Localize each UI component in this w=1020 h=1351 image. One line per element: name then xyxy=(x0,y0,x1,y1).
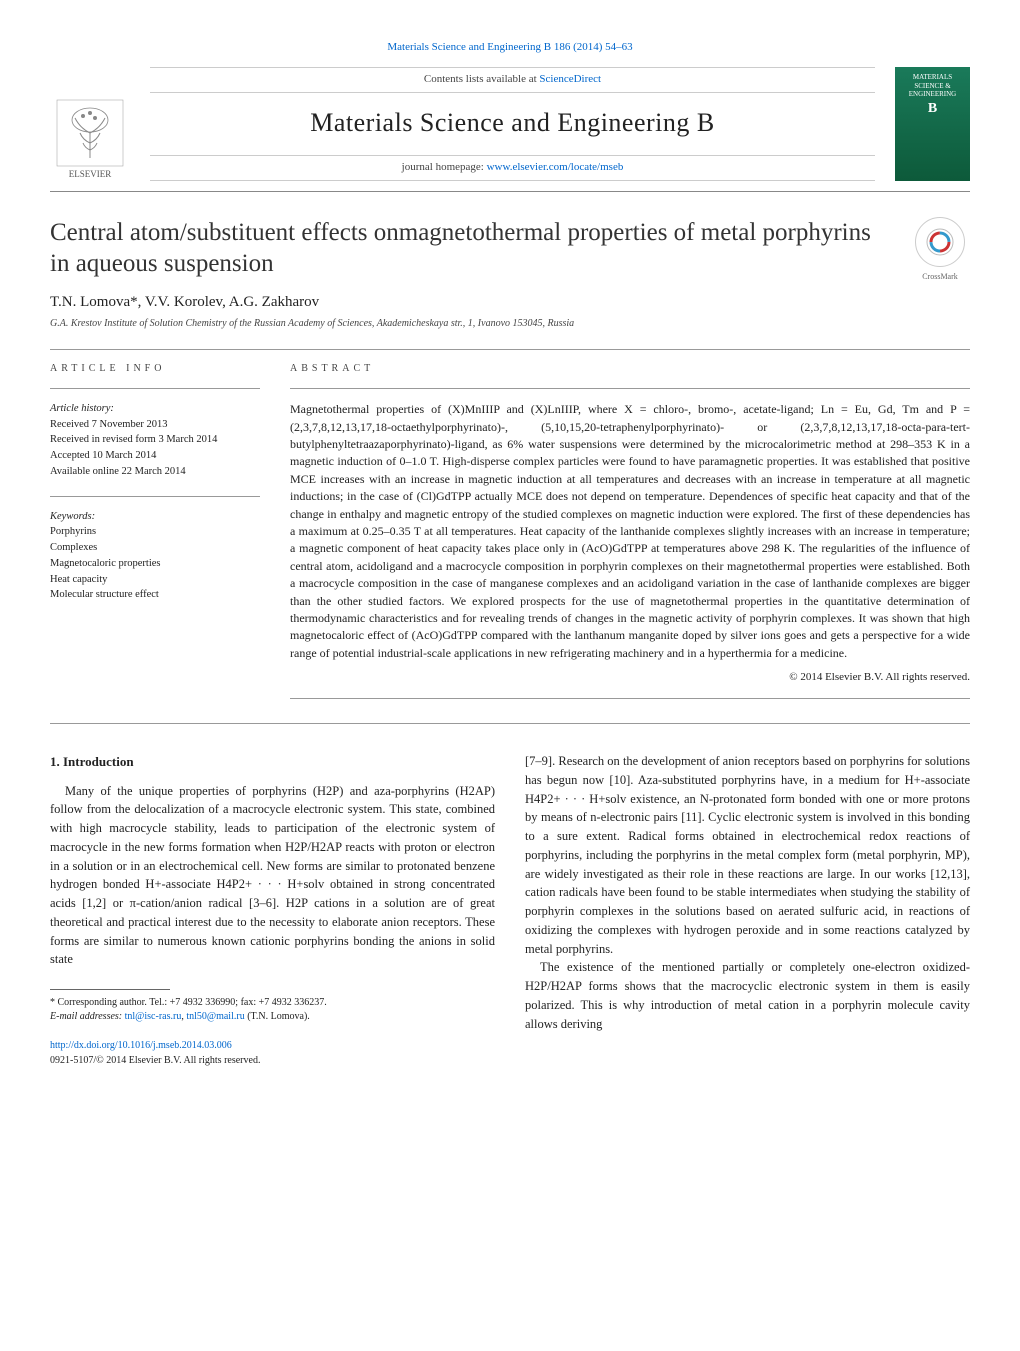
crossmark-icon xyxy=(915,217,965,267)
section-divider xyxy=(50,723,970,724)
section-heading: 1. Introduction xyxy=(50,752,495,772)
article-info-column: ARTICLE INFO Article history: Received 7… xyxy=(50,362,260,711)
footnote-separator xyxy=(50,989,170,990)
section-title: Introduction xyxy=(63,754,134,769)
author-email-link[interactable]: tnl@isc-ras.ru xyxy=(125,1011,182,1022)
citation-link[interactable]: Materials Science and Engineering B 186 … xyxy=(387,41,632,53)
body-column-left: 1. Introduction Many of the unique prope… xyxy=(50,752,495,1068)
keyword: Molecular structure effect xyxy=(50,587,260,603)
keywords-block: Keywords: Porphyrins Complexes Magnetoca… xyxy=(50,509,260,604)
history-online: Available online 22 March 2014 xyxy=(50,464,260,480)
article-header: Central atom/substituent effects onmagne… xyxy=(50,217,970,331)
history-revised: Received in revised form 3 March 2014 xyxy=(50,432,260,448)
keyword: Complexes xyxy=(50,540,260,556)
body-paragraph: [7–9]. Research on the development of an… xyxy=(525,752,970,958)
keyword: Porphyrins xyxy=(50,524,260,540)
history-received: Received 7 November 2013 xyxy=(50,417,260,433)
cover-line: MATERIALS xyxy=(913,73,952,81)
body-paragraph: Many of the unique properties of porphyr… xyxy=(50,782,495,970)
body-column-right: [7–9]. Research on the development of an… xyxy=(525,752,970,1068)
info-divider xyxy=(50,388,260,389)
body-columns: 1. Introduction Many of the unique prope… xyxy=(50,752,970,1068)
masthead-center: Contents lists available at ScienceDirec… xyxy=(130,67,895,180)
abstract-text: Magnetothermal properties of (X)MnIIIP a… xyxy=(290,401,970,662)
email-author: (T.N. Lomova). xyxy=(247,1011,310,1022)
abstract-divider xyxy=(290,388,970,389)
article-title: Central atom/substituent effects onmagne… xyxy=(50,217,890,280)
abstract-copyright: © 2014 Elsevier B.V. All rights reserved… xyxy=(290,670,970,686)
publisher-name: ELSEVIER xyxy=(69,168,112,181)
abstract-divider xyxy=(290,698,970,699)
author-email-link[interactable]: tnl50@mail.ru xyxy=(186,1011,244,1022)
contents-available-line: Contents lists available at ScienceDirec… xyxy=(150,67,875,92)
crossmark-label: CrossMark xyxy=(910,271,970,282)
article-info-heading: ARTICLE INFO xyxy=(50,362,260,376)
homepage-prefix: journal homepage: xyxy=(402,161,487,173)
footnotes: * Corresponding author. Tel.: +7 4932 33… xyxy=(50,996,495,1024)
body-paragraph: The existence of the mentioned partially… xyxy=(525,958,970,1033)
contents-prefix: Contents lists available at xyxy=(424,73,539,85)
sciencedirect-link[interactable]: ScienceDirect xyxy=(539,73,601,85)
journal-title: Materials Science and Engineering B xyxy=(130,105,895,141)
doi-link[interactable]: http://dx.doi.org/10.1016/j.mseb.2014.03… xyxy=(50,1040,232,1051)
cover-line: B xyxy=(928,101,937,118)
keyword: Heat capacity xyxy=(50,572,260,588)
history-accepted: Accepted 10 March 2014 xyxy=(50,448,260,464)
author-list: T.N. Lomova*, V.V. Korolev, A.G. Zakharo… xyxy=(50,292,970,313)
article-history: Article history: Received 7 November 201… xyxy=(50,401,260,480)
doi-block: http://dx.doi.org/10.1016/j.mseb.2014.03… xyxy=(50,1038,495,1068)
journal-homepage-line: journal homepage: www.elsevier.com/locat… xyxy=(150,155,875,180)
section-divider xyxy=(50,349,970,350)
elsevier-tree-icon xyxy=(55,98,125,168)
keyword: Magnetocaloric properties xyxy=(50,556,260,572)
email-label: E-mail addresses: xyxy=(50,1011,122,1022)
keywords-label: Keywords: xyxy=(50,509,260,525)
issn-copyright: 0921-5107/© 2014 Elsevier B.V. All right… xyxy=(50,1055,260,1066)
section-number: 1. xyxy=(50,754,60,769)
affiliation: G.A. Krestov Institute of Solution Chemi… xyxy=(50,317,970,331)
info-divider xyxy=(50,496,260,497)
running-header: Materials Science and Engineering B 186 … xyxy=(50,40,970,55)
corresponding-author-note: * Corresponding author. Tel.: +7 4932 33… xyxy=(50,996,495,1010)
abstract-heading: ABSTRACT xyxy=(290,362,970,377)
cover-line: SCIENCE & xyxy=(914,82,950,90)
journal-masthead: ELSEVIER Contents lists available at Sci… xyxy=(50,67,970,191)
crossmark-widget[interactable]: CrossMark xyxy=(910,217,970,282)
journal-cover-thumbnail: MATERIALS SCIENCE & ENGINEERING B xyxy=(895,67,970,180)
info-abstract-row: ARTICLE INFO Article history: Received 7… xyxy=(50,362,970,711)
cover-line: ENGINEERING xyxy=(909,90,956,98)
abstract-column: ABSTRACT Magnetothermal properties of (X… xyxy=(290,362,970,711)
history-label: Article history: xyxy=(50,401,260,417)
homepage-link[interactable]: www.elsevier.com/locate/mseb xyxy=(487,161,624,173)
publisher-logo: ELSEVIER xyxy=(50,67,130,180)
email-line: E-mail addresses: tnl@isc-ras.ru, tnl50@… xyxy=(50,1010,495,1024)
